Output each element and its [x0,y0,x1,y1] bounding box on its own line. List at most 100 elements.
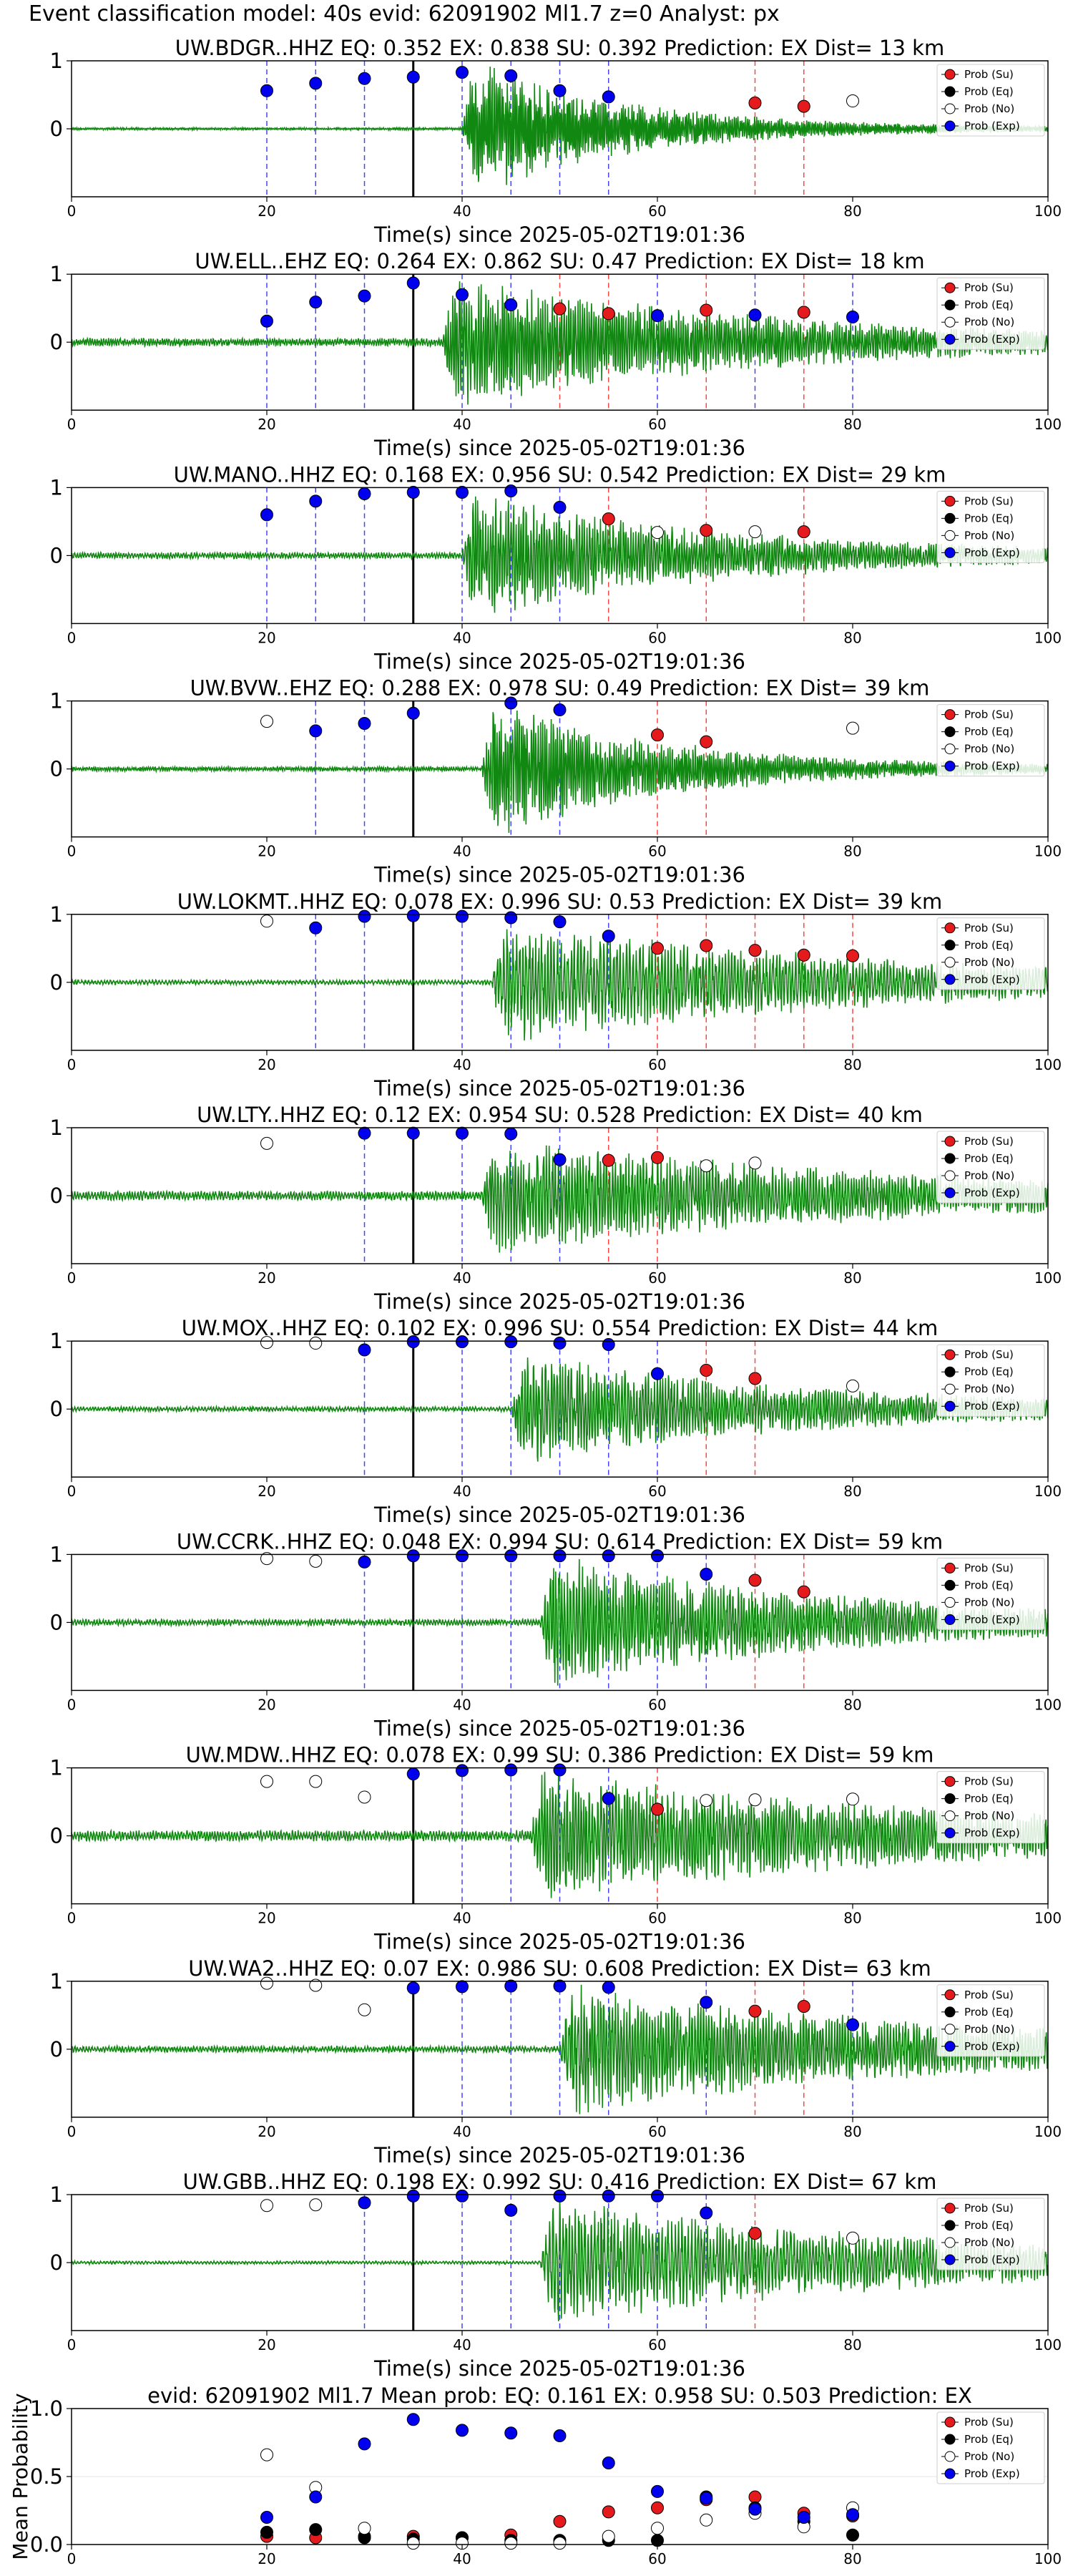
x-tick-label: 0 [67,1056,77,1073]
waveform-trace [72,1357,1048,1462]
x-tick-label: 0 [67,2336,77,2353]
prob-point-no [748,1793,762,1807]
prob-point-su [602,512,615,526]
x-tick-label: 40 [453,1696,471,1713]
legend-label-no: Prob (No) [964,1810,1014,1823]
y-tick-label: 0 [50,2037,63,2062]
legend-label-no: Prob (No) [964,2023,1014,2036]
subplot-6: UW.MOX..HHZ EQ: 0.102 EX: 0.996 SU: 0.55… [50,1316,1062,1527]
prob-point-exp [456,1335,469,1349]
legend-marker-no [944,957,956,968]
legend-marker-su [944,69,956,80]
x-tick-label: 20 [258,1696,275,1713]
x-tick-label: 100 [1034,2550,1062,2567]
legend-box [936,917,1045,990]
x-tick-label: 40 [453,629,471,646]
legend-marker-exp [944,2468,956,2479]
x-tick-label: 20 [258,1910,275,1927]
legend-marker-no [944,530,956,541]
waveform-trace [72,1984,1048,2114]
prob-point-exp [260,84,273,97]
x-axis-label: Time(s) since 2025-05-02T19:01:36 [373,2356,745,2381]
x-axis-label: Time(s) since 2025-05-02T19:01:36 [373,1076,745,1101]
prob-point-exp [456,2189,469,2202]
x-tick-label: 80 [843,203,861,220]
x-tick-label: 0 [67,2123,77,2140]
prob-point-exp [406,1981,420,1995]
x-tick-label: 100 [1034,843,1062,860]
legend-box [936,2197,1045,2270]
x-axis-label: Time(s) since 2025-05-02T19:01:36 [373,863,745,887]
prob-point-exp [553,1979,567,1993]
waveform-trace [72,1145,1048,1253]
x-tick-label: 80 [843,629,861,646]
prob-point-no [700,1159,713,1173]
x-tick-label: 60 [648,843,666,860]
legend-marker-eq [944,726,956,738]
x-tick-label: 80 [843,2336,861,2353]
mean-prob-point-exp [846,2508,859,2522]
legend-label-exp: Prob (Exp) [964,119,1020,132]
y-tick-label: 1 [50,1329,63,1353]
waveform-trace [72,2200,1048,2322]
prob-point-no [260,1336,273,1350]
subplot-4: UW.LOKMT..HHZ EQ: 0.078 EX: 0.996 SU: 0.… [50,889,1062,1101]
prob-point-exp [504,696,518,710]
mean-prob-point-exp [309,2490,323,2504]
prob-point-exp [700,2206,713,2220]
legend-box [936,490,1045,563]
legend-marker-su [944,1349,956,1360]
prob-point-exp [406,276,420,290]
x-tick-label: 60 [648,2336,666,2353]
subplot-title: UW.MOX..HHZ EQ: 0.102 EX: 0.996 SU: 0.55… [182,1316,938,1340]
prob-point-exp [553,1549,567,1563]
legend-label-eq: Prob (Eq) [964,85,1014,98]
prob-point-exp [602,930,615,943]
x-tick-label: 40 [453,203,471,220]
legend-marker-no [944,2024,956,2035]
prob-point-exp [553,703,567,716]
legend-marker-su [944,1776,956,1787]
x-tick-label: 20 [258,2336,275,2353]
mean-prob-point-no [700,2513,713,2527]
x-tick-label: 0 [67,843,77,860]
mean-prob-point-exp [700,2492,713,2505]
mean-prob-point-exp [748,2502,762,2516]
legend-box [936,1771,1045,1844]
legend-box [936,1984,1045,2057]
mean-prob-point-eq [309,2523,323,2537]
x-axis-label: Time(s) since 2025-05-02T19:01:36 [373,1503,745,1527]
prob-point-exp [748,308,762,322]
prob-point-no [260,2199,273,2212]
y-tick-label: 0 [50,1184,63,1208]
prob-point-exp [651,1367,664,1380]
prob-point-no [309,2198,323,2212]
prob-point-exp [456,1764,469,1777]
x-tick-label: 100 [1034,1056,1062,1073]
prob-point-su [748,2227,762,2240]
legend-marker-no [944,743,956,755]
legend-marker-exp [944,974,956,985]
prob-point-no [846,94,859,108]
waveform-trace [72,929,1048,1041]
y-tick-label: 1 [50,475,63,499]
y-tick-label: 1 [50,49,63,73]
prob-point-no [260,1976,273,1990]
legend-label-exp: Prob (Exp) [964,2040,1020,2053]
prob-point-exp [406,909,420,922]
prob-point-exp [456,66,469,79]
x-tick-label: 0 [67,1696,77,1713]
prob-point-exp [651,309,664,323]
legend-marker-exp [944,120,956,132]
x-tick-label: 100 [1034,2123,1062,2140]
prob-point-exp [358,1555,371,1568]
legend-marker-eq [944,1153,956,1164]
y-tick-label: 0 [50,1824,63,1848]
prob-point-exp [846,2018,859,2031]
y-tick-label: 1 [50,2182,63,2207]
x-tick-label: 20 [258,843,275,860]
legend-label-eq: Prob (Eq) [964,2006,1014,2019]
prob-point-exp [602,1981,615,1994]
legend-label-exp: Prob (Exp) [964,1827,1020,1840]
x-tick-label: 60 [648,1269,666,1287]
